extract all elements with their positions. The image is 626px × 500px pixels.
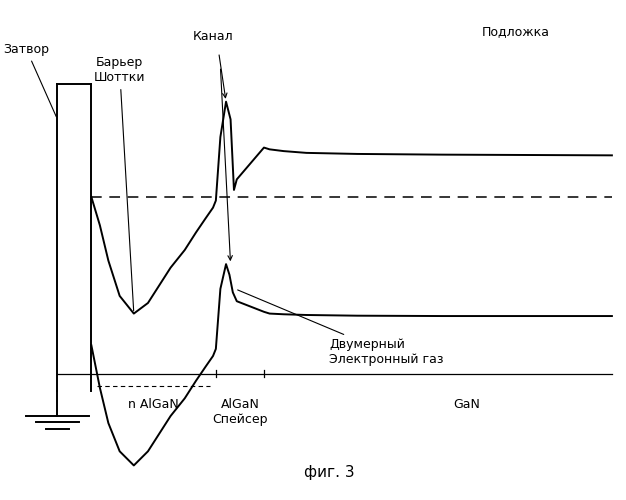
Text: Подложка: Подложка <box>481 25 549 38</box>
Text: Двумерный
Электронный газ: Двумерный Электронный газ <box>238 290 443 366</box>
Text: фиг. 3: фиг. 3 <box>304 466 354 480</box>
Text: Барьер
Шоттки: Барьер Шоттки <box>94 56 145 311</box>
Text: GaN: GaN <box>453 398 480 411</box>
Text: AlGaN
Спейсер: AlGaN Спейсер <box>212 398 268 426</box>
Text: Затвор: Затвор <box>3 43 56 117</box>
Text: n AlGaN: n AlGaN <box>128 398 179 411</box>
Text: Канал: Канал <box>193 30 233 44</box>
